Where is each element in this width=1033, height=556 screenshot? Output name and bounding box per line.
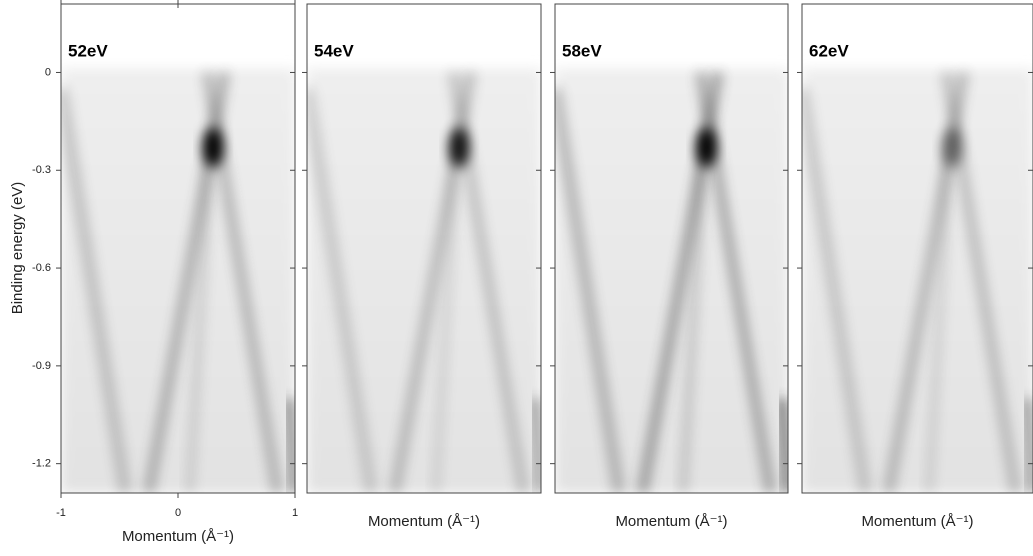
- x-tick-label: -1: [56, 507, 66, 519]
- panel-title: 54eV: [314, 41, 354, 60]
- panel-title: 62eV: [809, 41, 849, 60]
- x-axis-label: Momentum (Å⁻¹): [861, 513, 973, 530]
- band-feature: [679, 137, 708, 493]
- y-tick-label: 0: [45, 66, 51, 78]
- x-axis-label: Momentum (Å⁻¹): [368, 513, 480, 530]
- frame: [554, 3, 789, 494]
- frame: [801, 3, 1033, 494]
- band-feature: [1023, 398, 1033, 493]
- x-tick-label: 1: [292, 507, 298, 519]
- heatmap: [802, 4, 1033, 493]
- panel-title: 52eV: [68, 41, 108, 60]
- intensity-bg: [802, 68, 1033, 493]
- intensity-bg: [307, 68, 541, 493]
- band-feature: [942, 127, 963, 168]
- band-feature: [432, 137, 461, 493]
- y-tick-label: -0.3: [32, 164, 51, 176]
- band-feature: [531, 398, 541, 493]
- band-feature: [285, 398, 295, 493]
- intensity-bg: [61, 68, 295, 493]
- band-feature: [186, 137, 215, 493]
- band-feature: [925, 137, 954, 493]
- x-axis-label: Momentum (Å⁻¹): [615, 513, 727, 530]
- frame: [306, 3, 542, 494]
- x-axis-label: Momentum (Å⁻¹): [122, 528, 234, 545]
- heatmap: [307, 4, 541, 493]
- band-feature: [61, 87, 132, 493]
- band-feature: [696, 127, 717, 168]
- band-feature: [555, 87, 626, 493]
- band-feature: [449, 127, 470, 168]
- heatmap: [61, 4, 295, 493]
- band-feature: [778, 398, 788, 493]
- heatmap: [555, 4, 788, 493]
- panel-title: 58eV: [562, 41, 602, 60]
- band-feature: [203, 127, 224, 168]
- y-tick-label: -0.6: [32, 262, 51, 274]
- x-tick-label: 0: [175, 507, 181, 519]
- y-axis-label: Binding energy (eV): [9, 182, 26, 315]
- band-feature: [802, 87, 872, 493]
- y-tick-label: -0.9: [32, 360, 51, 372]
- band-feature: [307, 87, 378, 493]
- intensity-bg: [555, 68, 788, 493]
- y-tick-label: -1.2: [32, 458, 51, 470]
